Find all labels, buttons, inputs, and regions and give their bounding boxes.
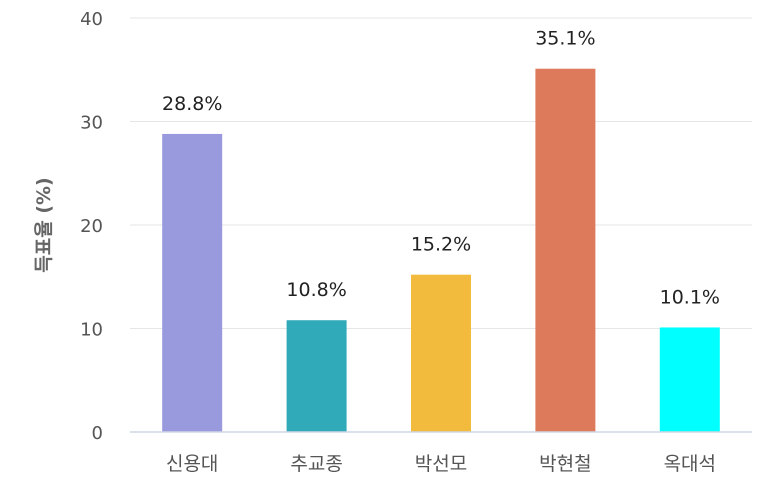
- bar: [162, 133, 223, 433]
- y-axis-title: 득표율 (%): [33, 177, 55, 272]
- bars: [162, 68, 720, 433]
- y-tick-label: 0: [92, 423, 103, 444]
- data-label: 10.8%: [286, 279, 346, 301]
- y-tick-label: 40: [80, 9, 103, 30]
- data-label: 35.1%: [535, 28, 595, 50]
- y-tick-label: 20: [80, 216, 103, 237]
- x-tick-label: 신용대: [166, 453, 218, 475]
- x-tick-label: 옥대석: [664, 453, 716, 475]
- data-label: 10.1%: [660, 286, 720, 308]
- bar: [411, 274, 471, 432]
- data-label: 28.8%: [162, 93, 222, 115]
- data-labels: 28.8% 10.8% 15.2% 35.1% 10.1%: [162, 28, 720, 309]
- bar: [286, 320, 347, 432]
- x-tick-label: 박선모: [415, 453, 467, 475]
- x-axis-ticks: 신용대 추교종 박선모 박현철 옥대석: [166, 453, 716, 475]
- y-tick-label: 10: [80, 320, 103, 341]
- bar: [535, 68, 596, 432]
- y-axis-ticks: 0 10 20 30 40: [80, 9, 103, 444]
- data-label: 15.2%: [411, 234, 471, 256]
- y-tick-label: 30: [80, 113, 103, 134]
- x-tick-label: 추교종: [290, 453, 342, 475]
- bar: [659, 327, 720, 432]
- x-tick-label: 박현철: [539, 453, 591, 475]
